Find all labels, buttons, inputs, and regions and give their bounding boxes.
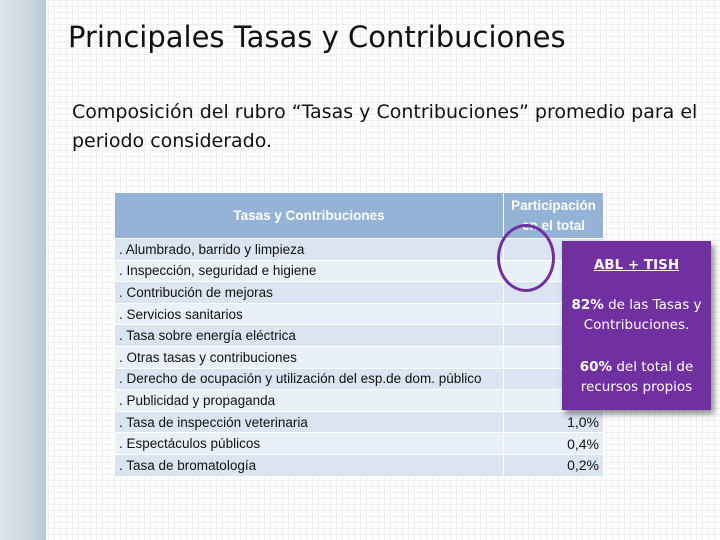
callout-text: de las Tasas y Contribuciones. [583, 297, 702, 333]
row-label: . Derecho de ocupación y utilización del… [114, 367, 504, 391]
table-row: . Espectáculos públicos 0,4% [114, 432, 604, 455]
row-label: . Tasa de bromatología [114, 453, 504, 477]
row-label: . Tasa sobre energía eléctrica [114, 324, 504, 347]
callout: ABL + TISH 82% de las Tasas y Contribuci… [562, 241, 711, 410]
callout-line: 60% del total de recursos propios [562, 357, 711, 397]
row-label: . Otras tasas y contribuciones [114, 345, 504, 369]
table-row: . Publicidad y propaganda [114, 389, 604, 412]
column-header: Tasas y Contribuciones [114, 192, 504, 239]
row-share: 0,2% [503, 453, 604, 477]
callout-title: ABL + TISH [593, 257, 680, 273]
subtitle: Composición del rubro “Tasas y Contribuc… [72, 101, 698, 152]
row-share: 0,4% [503, 432, 604, 455]
header-row: Tasas y Contribuciones Participación en … [114, 192, 604, 239]
row-label: . Publicidad y propaganda [114, 389, 504, 412]
row-label: . Alumbrado, barrido y limpieza [114, 238, 504, 261]
table-row: . Tasa sobre energía eléctrica [114, 324, 604, 347]
table-row: . Otras tasas y contribuciones [114, 345, 604, 369]
table-row: . Tasa de inspección veterinaria 1,0% [114, 410, 604, 434]
side-stripe [0, 0, 46, 540]
table-row: . Derecho de ocupación y utilización del… [114, 367, 604, 391]
row-label: . Espectáculos públicos [114, 432, 504, 455]
row-share: 1,0% [503, 410, 604, 434]
table-row: . Servicios sanitarios [114, 302, 604, 326]
highlight-circle [497, 224, 555, 292]
row-label: . Tasa de inspección veterinaria [114, 410, 504, 434]
callout-highlight: 60% [579, 359, 613, 375]
callout-line: 82% de las Tasas y Contribuciones. [562, 295, 711, 335]
title: Principales Tasas y Contribuciones [68, 20, 566, 54]
callout-text: del total de recursos propios [580, 359, 694, 395]
row-label: . Contribución de mejoras [114, 281, 504, 304]
row-label: . Servicios sanitarios [114, 302, 504, 326]
row-label: . Inspección, seguridad e higiene [114, 259, 504, 283]
callout-highlight: 82% [571, 297, 604, 313]
table-row: . Tasa de bromatología 0,2% [114, 453, 604, 477]
